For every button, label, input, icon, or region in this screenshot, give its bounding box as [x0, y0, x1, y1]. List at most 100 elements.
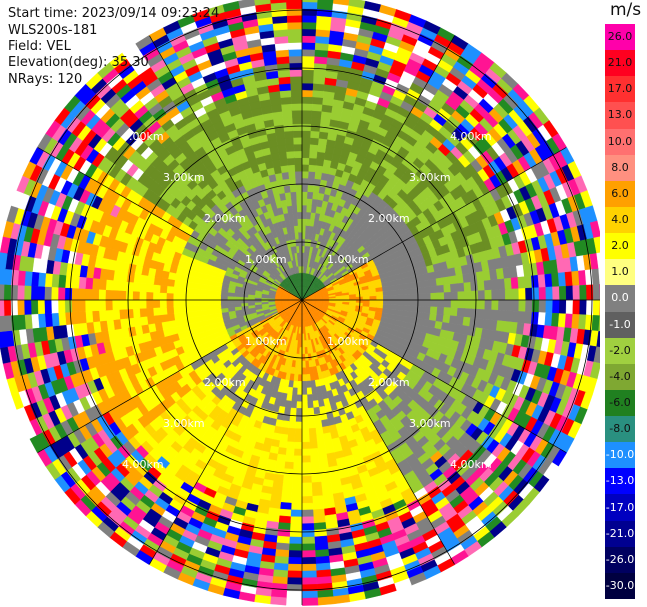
radar-gate: [199, 304, 208, 311]
radar-gate: [172, 299, 181, 308]
radar-gate: [301, 7, 318, 16]
radar-gate: [30, 299, 39, 315]
radar-gate: [296, 387, 303, 396]
radar-gate: [297, 374, 303, 383]
radar-gate: [403, 299, 412, 306]
radar-gate: [342, 297, 351, 301]
radar-gate: [9, 299, 18, 316]
radar-gate: [301, 475, 312, 484]
radar-gate: [382, 299, 391, 305]
radar-gate: [219, 295, 228, 301]
radar-gate: [301, 597, 319, 606]
radar-gate: [498, 299, 507, 311]
radar-gate: [369, 291, 378, 297]
radar-gate: [213, 299, 222, 305]
radar-gate: [511, 288, 520, 301]
radar-gate: [301, 387, 308, 396]
radar-gate: [301, 14, 318, 23]
radar-gate: [301, 0, 318, 10]
radar-gate: [396, 299, 405, 306]
radar-gate: [317, 0, 334, 4]
radar-gate: [158, 292, 167, 301]
radar-gate: [437, 299, 446, 308]
radar-gate: [301, 563, 317, 572]
radar-gate: [301, 183, 309, 192]
radar-gate: [97, 299, 106, 311]
radar-gate: [301, 68, 315, 77]
radar-gate: [410, 293, 419, 301]
radar-gate: [301, 156, 310, 165]
radar-gate: [464, 299, 473, 310]
radar-gate: [291, 489, 303, 498]
radar-gate: [301, 435, 310, 444]
radar-gate: [484, 299, 493, 311]
radar-gate: [104, 289, 113, 301]
radar-gate: [77, 299, 86, 312]
radar-gate: [91, 288, 100, 301]
radar-gate: [296, 401, 303, 410]
ppi-scan-plot: 1.00km1.00km1.00km1.00km2.00km2.00km2.00…: [0, 0, 600, 606]
radar-gate: [290, 502, 303, 511]
radar-gate: [124, 290, 134, 301]
radar-gate: [91, 299, 100, 312]
radar-gate: [443, 291, 452, 301]
radar-gate: [192, 299, 201, 306]
radar-gate: [592, 299, 600, 316]
radar-gate: [306, 380, 312, 389]
radar-gate: [294, 435, 303, 444]
radar-gate: [552, 299, 561, 314]
radar-gate: [290, 400, 297, 410]
radar-gate: [43, 286, 52, 301]
radar-gate: [301, 543, 316, 552]
radar-gate: [111, 299, 120, 311]
radar-gate: [558, 299, 568, 315]
radar-gate: [362, 292, 371, 298]
radar-gate: [213, 295, 222, 301]
radar-gate: [531, 299, 541, 313]
radar-gate: [572, 285, 581, 301]
radar-gate: [301, 577, 318, 586]
radar-gate: [565, 285, 574, 301]
radar-gate: [301, 380, 307, 389]
radar-gate: [192, 305, 202, 312]
radar-gate: [349, 296, 358, 301]
radar-gate: [470, 290, 480, 301]
radar-gate: [477, 290, 486, 301]
radar-gate: [306, 394, 313, 403]
radar-gate: [301, 150, 311, 159]
radar-gate: [579, 284, 588, 301]
radar-gate: [470, 299, 480, 310]
radar-gate: [291, 482, 303, 491]
radar-gate: [464, 290, 473, 301]
radar-gate: [301, 109, 313, 118]
radar-gate: [301, 163, 310, 172]
radar-gate: [545, 286, 554, 301]
radar-gate: [158, 299, 167, 308]
radar-gate: [423, 292, 432, 301]
radar-gate: [301, 360, 306, 369]
radar-gate: [246, 299, 255, 304]
radar-gate: [301, 536, 316, 545]
radar-gate: [579, 299, 588, 316]
radar-gate: [131, 299, 140, 310]
radar-gate: [396, 294, 405, 301]
radar-gate: [286, 590, 303, 600]
radar-gate: [301, 441, 311, 450]
radar-gate: [301, 408, 309, 417]
radar-gate: [511, 299, 520, 312]
radar-gate: [504, 299, 513, 312]
radar-gate: [213, 304, 222, 310]
radar-gate: [152, 291, 161, 301]
radar-gate: [165, 292, 174, 301]
radar-gate: [253, 299, 262, 303]
radar-gate: [301, 143, 311, 152]
radar-gate: [552, 286, 561, 301]
radar-gate: [304, 360, 310, 369]
radar-gate: [206, 304, 215, 311]
radar-gate: [301, 556, 317, 566]
radar-gate: [298, 360, 303, 369]
radar-gate: [301, 211, 307, 220]
radar-gate: [301, 190, 308, 199]
radar-gate: [292, 468, 303, 478]
radar-gate: [50, 286, 59, 301]
